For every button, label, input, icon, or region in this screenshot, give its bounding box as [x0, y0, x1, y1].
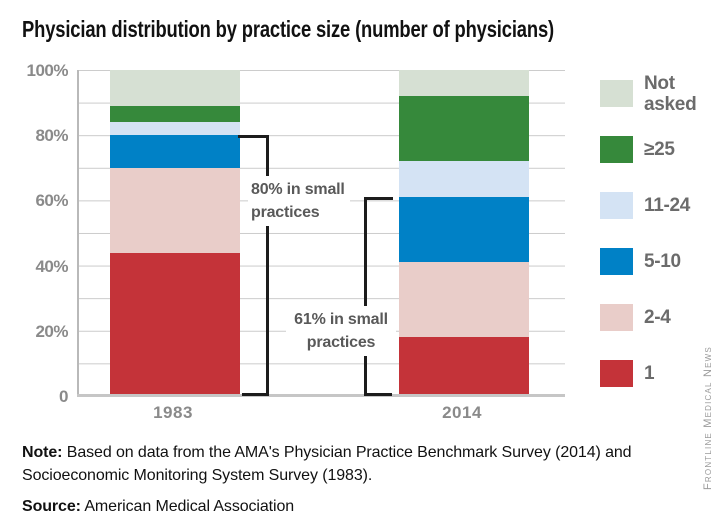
footer-note: Note: Based on data from the AMA's Physi…	[22, 441, 714, 487]
footer-source-label: Source:	[22, 498, 81, 515]
y-tick-40: 40%	[35, 256, 68, 276]
segment-1983-11-24	[110, 122, 240, 136]
footer: Note: Based on data from the AMA's Physi…	[22, 441, 714, 518]
footer-source: Source: American Medical Association	[22, 495, 714, 518]
legend-swatch-11-24	[600, 192, 633, 219]
legend-item-5-10: 5-10	[600, 248, 708, 275]
bracket-2014-vertical	[364, 197, 367, 396]
annotation-80-percent: 80% in small practices	[248, 176, 350, 226]
x-tick-1983: 1983	[153, 403, 193, 422]
legend-swatch-5-10	[600, 248, 633, 275]
segment-1983-2-4	[110, 167, 240, 253]
bracket-1983-vertical	[266, 135, 269, 396]
chart-title: Physician distribution by practice size …	[22, 16, 687, 43]
legend-item-≥25: ≥25	[600, 136, 708, 163]
legend-item-11-24: 11-24	[600, 192, 708, 219]
segment-2014-2-4	[399, 262, 529, 338]
stacked-bar-2014	[399, 70, 529, 396]
segment-2014-5-10	[399, 197, 529, 263]
stacked-bar-1983	[110, 70, 240, 396]
legend-swatch-≥25	[600, 136, 633, 163]
x-axis-baseline	[77, 394, 565, 397]
legend-label-5-10: 5-10	[644, 251, 681, 272]
segment-1983-5-10	[110, 135, 240, 168]
segment-2014-1	[399, 337, 529, 396]
legend-swatch-Not asked	[600, 80, 633, 107]
legend-label-Not asked: Not asked	[644, 72, 697, 115]
legend-item-1: 1	[600, 360, 708, 387]
footer-source-text: American Medical Association	[84, 498, 295, 515]
bracket-1983-top	[238, 135, 268, 138]
footer-note-line1: Based on data from the AMA's Physician P…	[66, 444, 632, 461]
x-tick-2014: 2014	[442, 403, 482, 422]
segment-1983-≥25	[110, 105, 240, 123]
segment-1983-Not asked	[110, 70, 240, 106]
y-tick-80: 80%	[35, 126, 68, 146]
segment-2014-Not asked	[399, 70, 529, 97]
bracket-2014-top	[364, 197, 393, 200]
legend-label-≥25: ≥25	[644, 139, 675, 160]
segment-1983-1	[110, 252, 240, 396]
annotation-61-percent: 61% in small practices	[286, 306, 396, 356]
footer-note-label: Note:	[22, 444, 63, 461]
legend-swatch-1	[600, 360, 633, 387]
y-tick-20: 20%	[35, 321, 68, 341]
legend: Not asked ≥25 11-24 5-10 2-4 1	[600, 0, 718, 400]
legend-swatch-2-4	[600, 304, 633, 331]
bracket-1983-bottom	[242, 393, 269, 396]
footer-note-line2: Socioeconomic Monitoring System Survey (…	[22, 467, 373, 484]
chart-title-text: Physician distribution by practice size …	[22, 16, 554, 42]
legend-item-Not asked: Not asked	[600, 73, 708, 115]
legend-item-2-4: 2-4	[600, 304, 708, 331]
plot-area	[77, 70, 565, 396]
segment-2014-≥25	[399, 96, 529, 162]
legend-label-11-24: 11-24	[644, 195, 691, 216]
legend-label-1: 1	[644, 363, 655, 384]
y-tick-0: 0	[59, 387, 68, 406]
segment-2014-11-24	[399, 161, 529, 198]
legend-label-2-4: 2-4	[644, 307, 671, 328]
y-tick-60: 60%	[35, 191, 68, 211]
y-tick-100: 100%	[26, 61, 69, 80]
bracket-2014-bottom	[364, 393, 392, 396]
